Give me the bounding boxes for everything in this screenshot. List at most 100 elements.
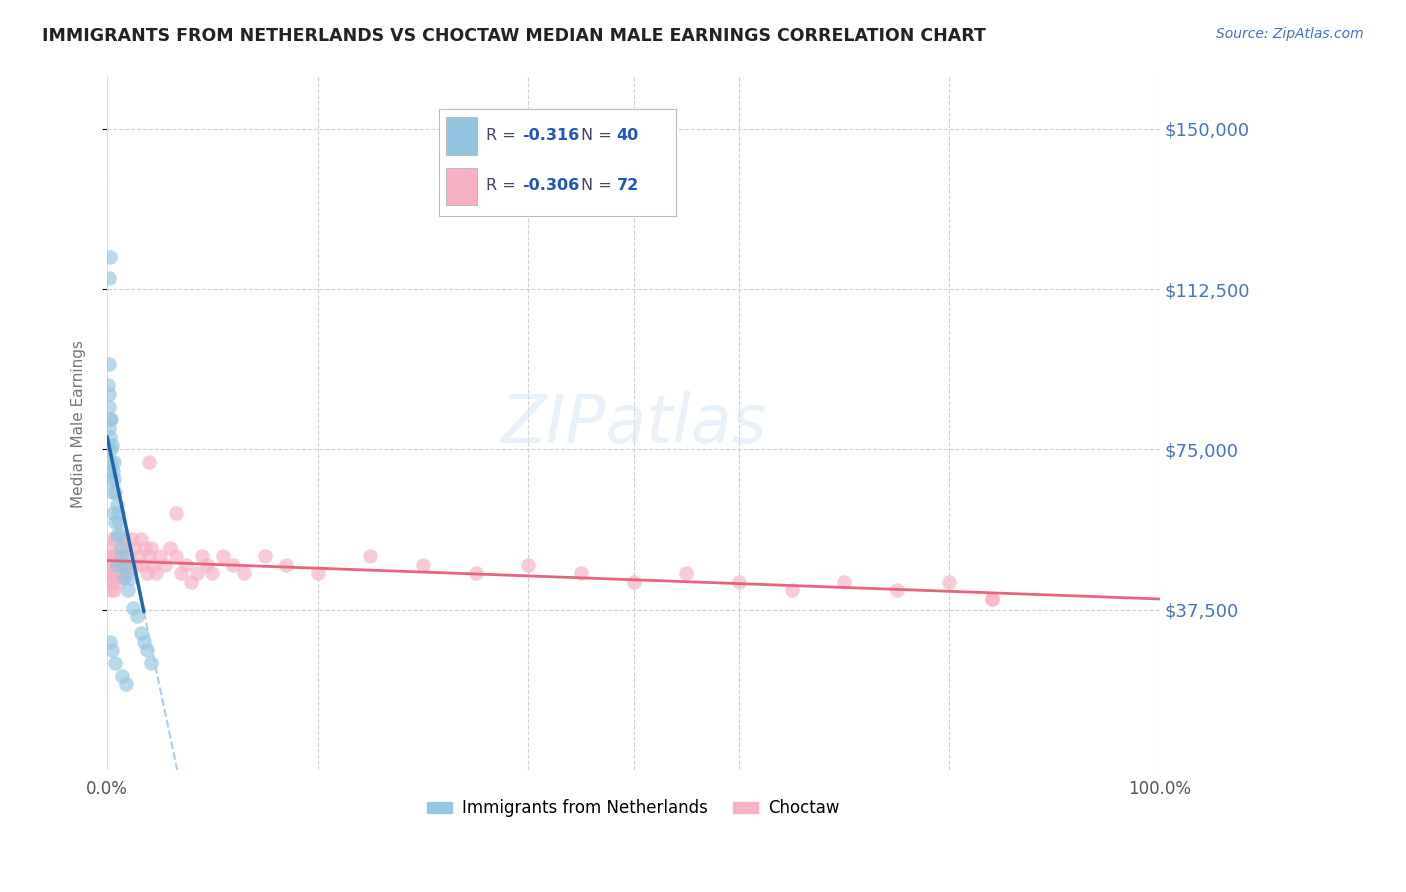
Point <box>138 455 160 469</box>
Point <box>104 566 127 581</box>
Point <box>122 600 145 615</box>
Text: Source: ZipAtlas.com: Source: ZipAtlas.com <box>1216 27 1364 41</box>
Point <box>107 558 129 572</box>
Point <box>100 412 122 426</box>
Point <box>103 455 125 469</box>
Point <box>97 378 120 392</box>
Point <box>104 656 127 670</box>
Point <box>97 549 120 564</box>
Point <box>98 574 121 589</box>
Point <box>101 566 124 581</box>
Point <box>98 400 121 414</box>
Point <box>104 515 127 529</box>
Point <box>464 566 486 581</box>
Point <box>115 541 138 555</box>
Point <box>101 438 124 452</box>
Point <box>105 549 128 564</box>
Point <box>153 558 176 572</box>
Point <box>359 549 381 564</box>
Point <box>149 549 172 564</box>
Point <box>201 566 224 581</box>
Point <box>104 485 127 500</box>
Point <box>103 464 125 478</box>
Point <box>125 558 148 572</box>
Point <box>110 558 132 572</box>
Point <box>412 558 434 572</box>
Point <box>103 549 125 564</box>
Legend: Immigrants from Netherlands, Choctaw: Immigrants from Netherlands, Choctaw <box>420 793 846 824</box>
Point <box>129 626 152 640</box>
Point <box>120 571 142 585</box>
Point <box>97 566 120 581</box>
Point <box>253 549 276 564</box>
Point <box>142 558 165 572</box>
Point <box>100 583 122 598</box>
Point <box>186 566 208 581</box>
Point <box>105 558 128 572</box>
Point <box>980 592 1002 607</box>
Point <box>136 643 159 657</box>
Point <box>98 549 121 564</box>
Point <box>103 472 125 486</box>
Point <box>97 442 120 457</box>
Point <box>101 532 124 546</box>
Point <box>145 566 167 581</box>
Point <box>103 583 125 598</box>
Point <box>100 558 122 572</box>
Point <box>100 472 122 486</box>
Text: ZIPatlas: ZIPatlas <box>501 391 766 457</box>
Point <box>97 357 120 371</box>
Point <box>165 549 187 564</box>
Point <box>115 677 138 691</box>
Point <box>110 541 132 555</box>
Point <box>517 558 540 572</box>
Point <box>111 549 134 564</box>
Point <box>727 574 749 589</box>
Point <box>165 507 187 521</box>
Point <box>112 532 135 546</box>
Point <box>132 634 155 648</box>
Point <box>233 566 256 581</box>
Point <box>101 485 124 500</box>
Point <box>174 558 197 572</box>
Point <box>111 549 134 564</box>
Point <box>107 566 129 581</box>
Point <box>107 515 129 529</box>
Point <box>212 549 235 564</box>
Point <box>105 498 128 512</box>
Point <box>103 558 125 572</box>
Point <box>115 566 138 581</box>
Point <box>103 507 125 521</box>
Point <box>569 566 592 581</box>
Point <box>138 549 160 564</box>
Point <box>114 558 136 572</box>
Point <box>98 634 121 648</box>
Point <box>134 541 156 555</box>
Point <box>115 558 138 572</box>
Point <box>107 507 129 521</box>
Point <box>117 549 139 564</box>
Point <box>136 566 159 581</box>
Point <box>98 558 121 572</box>
Point <box>98 541 121 555</box>
Point <box>938 574 960 589</box>
Point <box>125 609 148 624</box>
Point <box>980 592 1002 607</box>
Point <box>100 455 122 469</box>
Point <box>195 558 218 572</box>
Point <box>159 541 181 555</box>
Point <box>108 541 131 555</box>
Point <box>832 574 855 589</box>
Point <box>120 558 142 572</box>
Point <box>623 574 645 589</box>
Point <box>98 412 121 426</box>
Point <box>100 442 122 457</box>
Point <box>191 549 214 564</box>
Point <box>117 583 139 598</box>
Point <box>121 532 143 546</box>
Point <box>105 528 128 542</box>
Point <box>170 566 193 581</box>
Point <box>222 558 245 572</box>
Point <box>103 574 125 589</box>
Point <box>98 464 121 478</box>
